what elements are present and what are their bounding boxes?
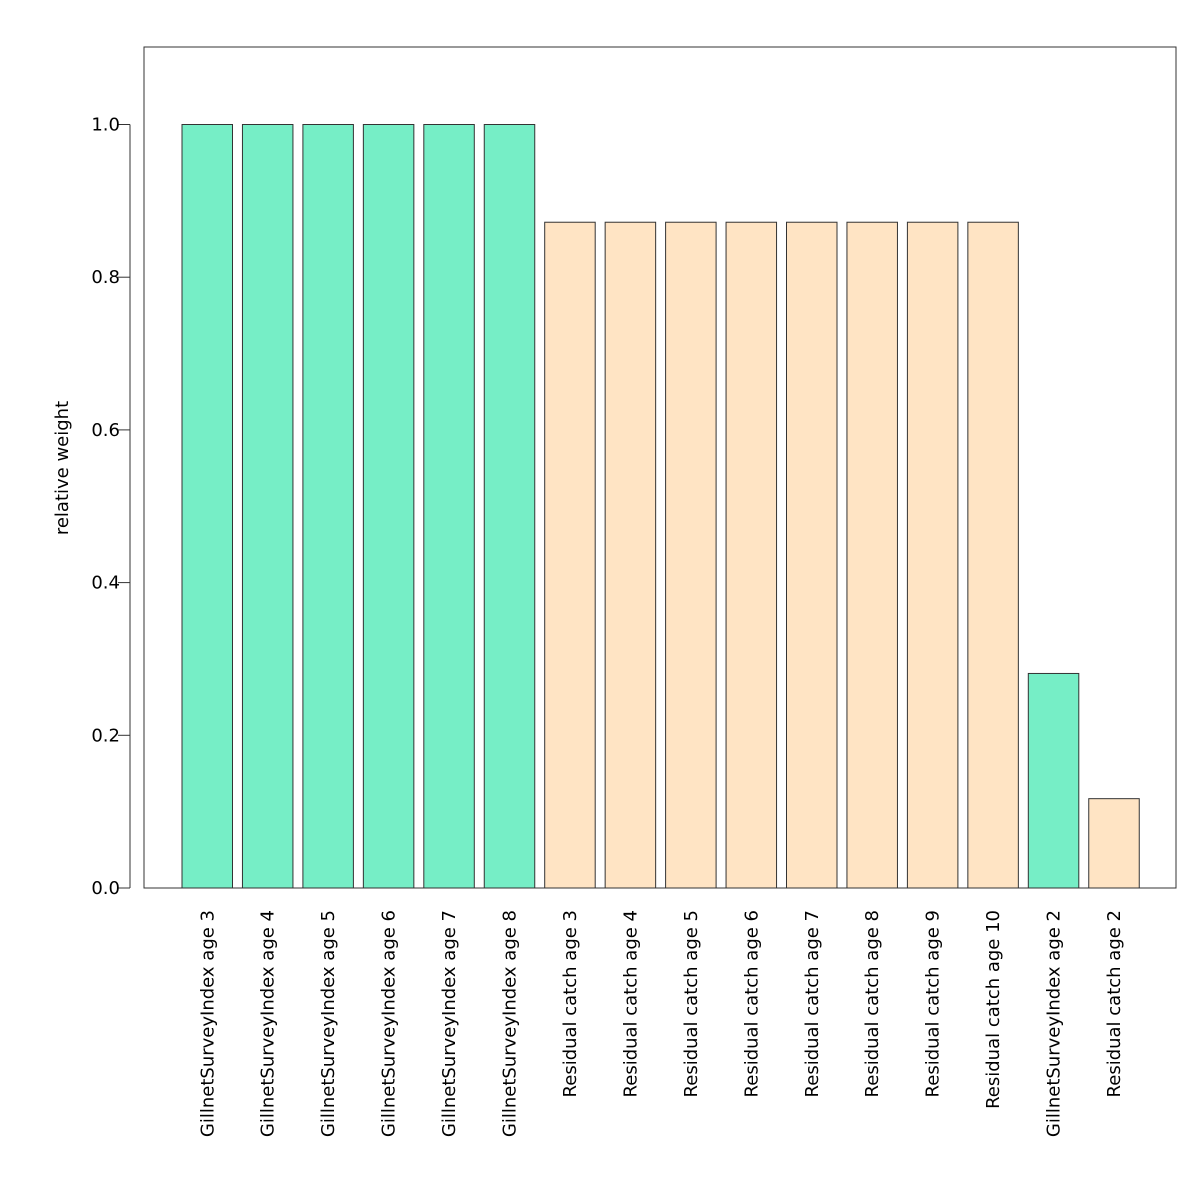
x-tick-label-16: Residual catch age 2 bbox=[1104, 910, 1125, 1097]
x-tick-label-5: GillnetSurveyIndex age 7 bbox=[439, 910, 460, 1137]
y-axis: 0.0 0.2 0.4 0.6 0.8 1.0 bbox=[91, 115, 131, 899]
bar-11 bbox=[786, 221, 838, 889]
y-tick-label-3: 0.6 bbox=[91, 420, 120, 441]
y-tick-label-5: 1.0 bbox=[91, 115, 120, 136]
bars-group bbox=[181, 124, 1140, 889]
x-tick-label-7: Residual catch age 3 bbox=[560, 910, 581, 1097]
bar-8 bbox=[604, 221, 657, 889]
x-tick-label-12: Residual catch age 8 bbox=[862, 910, 883, 1097]
plot-frame bbox=[143, 46, 1177, 889]
bar-15 bbox=[1027, 672, 1080, 889]
bar-2 bbox=[241, 124, 294, 889]
bar-7 bbox=[544, 221, 596, 889]
bar-5 bbox=[423, 124, 475, 889]
x-tick-label-13: Residual catch age 9 bbox=[923, 910, 944, 1097]
bar-10 bbox=[725, 221, 778, 889]
bar-3 bbox=[302, 124, 354, 889]
bar-14 bbox=[967, 221, 1019, 889]
x-tick-label-8: Residual catch age 4 bbox=[620, 910, 641, 1097]
y-tick-label-2: 0.4 bbox=[91, 573, 120, 594]
x-tick-label-3: GillnetSurveyIndex age 5 bbox=[318, 910, 339, 1137]
bar-4 bbox=[362, 124, 415, 889]
bar-6 bbox=[483, 124, 536, 889]
bar-1 bbox=[181, 124, 233, 889]
bar-12 bbox=[846, 221, 898, 889]
x-tick-label-1: GillnetSurveyIndex age 3 bbox=[197, 910, 218, 1137]
bar-16 bbox=[1088, 798, 1140, 889]
x-tick-label-6: GillnetSurveyIndex age 8 bbox=[500, 910, 521, 1137]
x-tick-label-11: Residual catch age 7 bbox=[802, 910, 823, 1097]
bar-9 bbox=[665, 221, 717, 889]
y-tick-label-4: 0.8 bbox=[91, 267, 120, 288]
x-tick-label-14: Residual catch age 10 bbox=[983, 910, 1004, 1109]
bar-13 bbox=[906, 221, 959, 889]
x-tick-label-4: GillnetSurveyIndex age 6 bbox=[379, 910, 400, 1137]
x-tick-label-15: GillnetSurveyIndex age 2 bbox=[1044, 910, 1065, 1137]
x-axis-labels: GillnetSurveyIndex age 3 GillnetSurveyInd… bbox=[197, 910, 1125, 1137]
x-tick-label-2: GillnetSurveyIndex age 4 bbox=[258, 910, 279, 1137]
x-tick-label-10: Residual catch age 6 bbox=[741, 910, 762, 1097]
y-tick-label-0: 0.0 bbox=[91, 878, 120, 899]
y-tick-label-1: 0.2 bbox=[91, 725, 120, 746]
y-axis-title: relative weight bbox=[52, 401, 73, 535]
x-tick-label-9: Residual catch age 5 bbox=[681, 910, 702, 1097]
